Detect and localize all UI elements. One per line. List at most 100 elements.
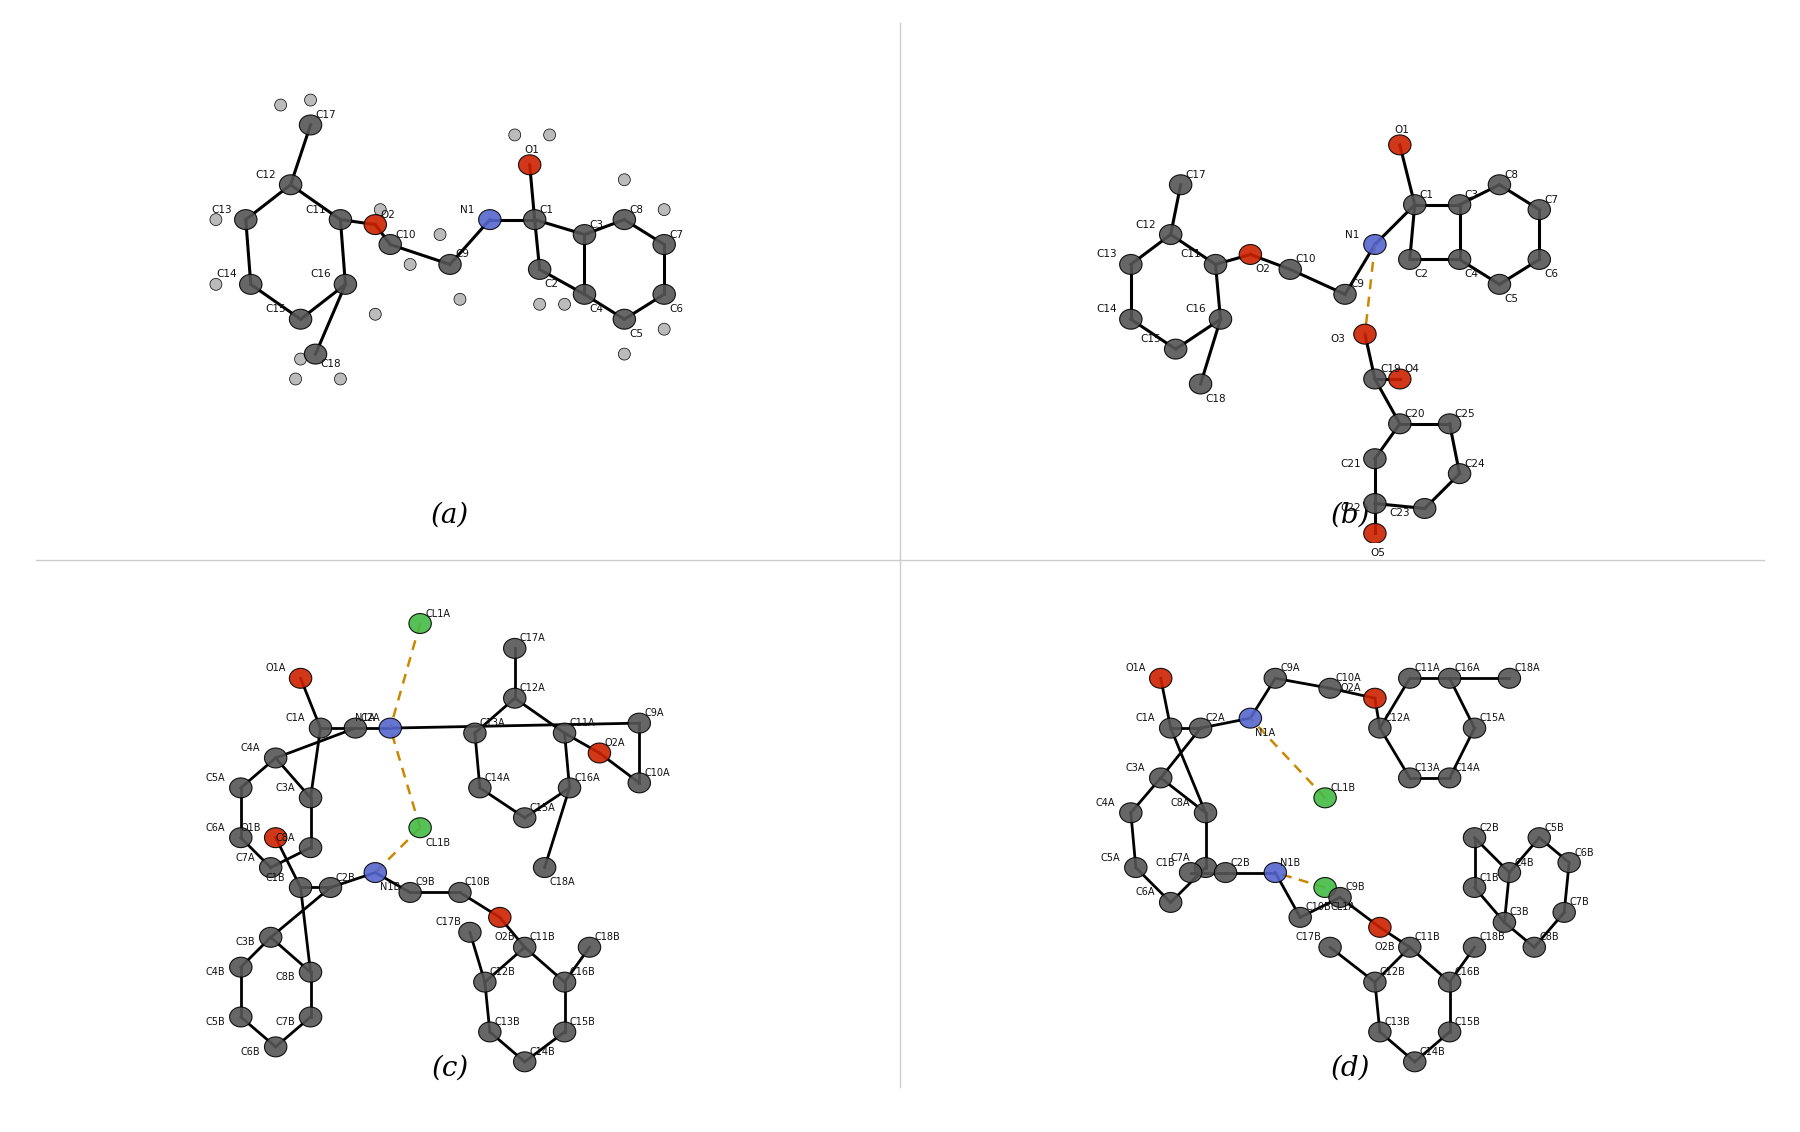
Text: C14B: C14B bbox=[1420, 1047, 1445, 1057]
Text: C11A: C11A bbox=[1415, 663, 1440, 674]
Ellipse shape bbox=[1150, 668, 1172, 688]
Text: (a): (a) bbox=[430, 501, 470, 529]
Text: C13A: C13A bbox=[481, 718, 506, 728]
Ellipse shape bbox=[1179, 863, 1202, 883]
Text: C1B: C1B bbox=[1156, 858, 1175, 867]
Text: C24: C24 bbox=[1465, 458, 1485, 469]
Ellipse shape bbox=[1364, 234, 1386, 255]
Text: C12B: C12B bbox=[490, 967, 517, 977]
Text: C17A: C17A bbox=[520, 634, 545, 643]
Text: C6: C6 bbox=[670, 305, 684, 315]
Ellipse shape bbox=[1463, 718, 1485, 738]
Text: C4A: C4A bbox=[1096, 798, 1116, 808]
Text: C4A: C4A bbox=[241, 743, 261, 753]
Ellipse shape bbox=[1368, 1022, 1391, 1041]
Text: C4: C4 bbox=[1465, 269, 1478, 280]
Text: N1: N1 bbox=[461, 205, 475, 215]
Ellipse shape bbox=[533, 858, 556, 877]
Text: C5B: C5B bbox=[1544, 823, 1564, 833]
Text: C1: C1 bbox=[540, 205, 554, 215]
Ellipse shape bbox=[1404, 195, 1426, 215]
Text: C9A: C9A bbox=[1280, 663, 1300, 674]
Ellipse shape bbox=[1449, 249, 1471, 269]
Ellipse shape bbox=[589, 743, 610, 763]
Ellipse shape bbox=[1494, 912, 1516, 933]
Ellipse shape bbox=[1364, 972, 1386, 992]
Ellipse shape bbox=[653, 234, 675, 255]
Ellipse shape bbox=[504, 688, 526, 709]
Text: C3A: C3A bbox=[1125, 763, 1145, 773]
Circle shape bbox=[290, 374, 302, 385]
Text: C22: C22 bbox=[1339, 504, 1361, 514]
Ellipse shape bbox=[1210, 309, 1231, 329]
Text: C4B: C4B bbox=[1514, 858, 1534, 867]
Text: C17B: C17B bbox=[1296, 933, 1321, 942]
Text: C6A: C6A bbox=[1136, 887, 1156, 898]
Text: O1A: O1A bbox=[1125, 663, 1147, 674]
Ellipse shape bbox=[1364, 448, 1386, 469]
Text: C6A: C6A bbox=[205, 823, 225, 833]
Ellipse shape bbox=[448, 883, 472, 902]
Text: C11A: C11A bbox=[569, 718, 596, 728]
Ellipse shape bbox=[513, 808, 536, 827]
Ellipse shape bbox=[1368, 718, 1391, 738]
Ellipse shape bbox=[614, 209, 635, 230]
Circle shape bbox=[211, 214, 221, 225]
Text: C25: C25 bbox=[1454, 409, 1476, 419]
Ellipse shape bbox=[1463, 877, 1485, 898]
Ellipse shape bbox=[1159, 224, 1183, 245]
Circle shape bbox=[369, 308, 382, 320]
Text: C5: C5 bbox=[1505, 294, 1519, 305]
Ellipse shape bbox=[290, 668, 311, 688]
Text: C5B: C5B bbox=[205, 1017, 225, 1027]
Circle shape bbox=[275, 100, 286, 111]
Text: C11B: C11B bbox=[1415, 933, 1440, 942]
Ellipse shape bbox=[1120, 803, 1141, 823]
Text: C5A: C5A bbox=[205, 773, 225, 783]
Text: C12A: C12A bbox=[520, 684, 545, 693]
Ellipse shape bbox=[473, 972, 497, 992]
Text: C5A: C5A bbox=[1102, 852, 1121, 863]
Circle shape bbox=[454, 293, 466, 306]
Text: O2B: O2B bbox=[1375, 942, 1395, 952]
Ellipse shape bbox=[1528, 249, 1550, 269]
Text: C14: C14 bbox=[1096, 305, 1116, 315]
Ellipse shape bbox=[380, 234, 401, 255]
Ellipse shape bbox=[1314, 877, 1336, 898]
Text: C8B: C8B bbox=[275, 972, 295, 983]
Text: C11: C11 bbox=[306, 205, 326, 215]
Ellipse shape bbox=[529, 259, 551, 280]
Ellipse shape bbox=[1170, 174, 1192, 195]
Ellipse shape bbox=[468, 778, 491, 798]
Text: C1A: C1A bbox=[1136, 713, 1156, 723]
Ellipse shape bbox=[1280, 259, 1301, 280]
Ellipse shape bbox=[1388, 369, 1411, 389]
Text: C7B: C7B bbox=[275, 1017, 295, 1027]
Ellipse shape bbox=[513, 1052, 536, 1072]
Ellipse shape bbox=[1559, 852, 1580, 873]
Text: C16: C16 bbox=[311, 269, 331, 280]
Text: (d): (d) bbox=[1330, 1055, 1370, 1082]
Ellipse shape bbox=[400, 883, 421, 902]
Text: C10B: C10B bbox=[1305, 902, 1330, 912]
Ellipse shape bbox=[1215, 863, 1237, 883]
Ellipse shape bbox=[578, 937, 601, 958]
Circle shape bbox=[659, 204, 670, 215]
Text: N1A: N1A bbox=[1255, 728, 1276, 738]
Ellipse shape bbox=[380, 718, 401, 738]
Ellipse shape bbox=[1553, 902, 1575, 923]
Ellipse shape bbox=[1195, 858, 1217, 877]
Ellipse shape bbox=[1388, 414, 1411, 434]
Text: C12: C12 bbox=[1136, 220, 1156, 230]
Text: C2: C2 bbox=[1415, 269, 1429, 280]
Text: C10A: C10A bbox=[1336, 674, 1361, 684]
Text: C14: C14 bbox=[216, 269, 236, 280]
Text: C1B: C1B bbox=[266, 873, 286, 883]
Ellipse shape bbox=[329, 209, 351, 230]
Ellipse shape bbox=[299, 962, 322, 983]
Text: C9B: C9B bbox=[1345, 883, 1364, 892]
Ellipse shape bbox=[1125, 858, 1147, 877]
Text: C9: C9 bbox=[455, 249, 470, 259]
Text: C8: C8 bbox=[630, 205, 643, 215]
Text: N1B: N1B bbox=[1280, 858, 1301, 867]
